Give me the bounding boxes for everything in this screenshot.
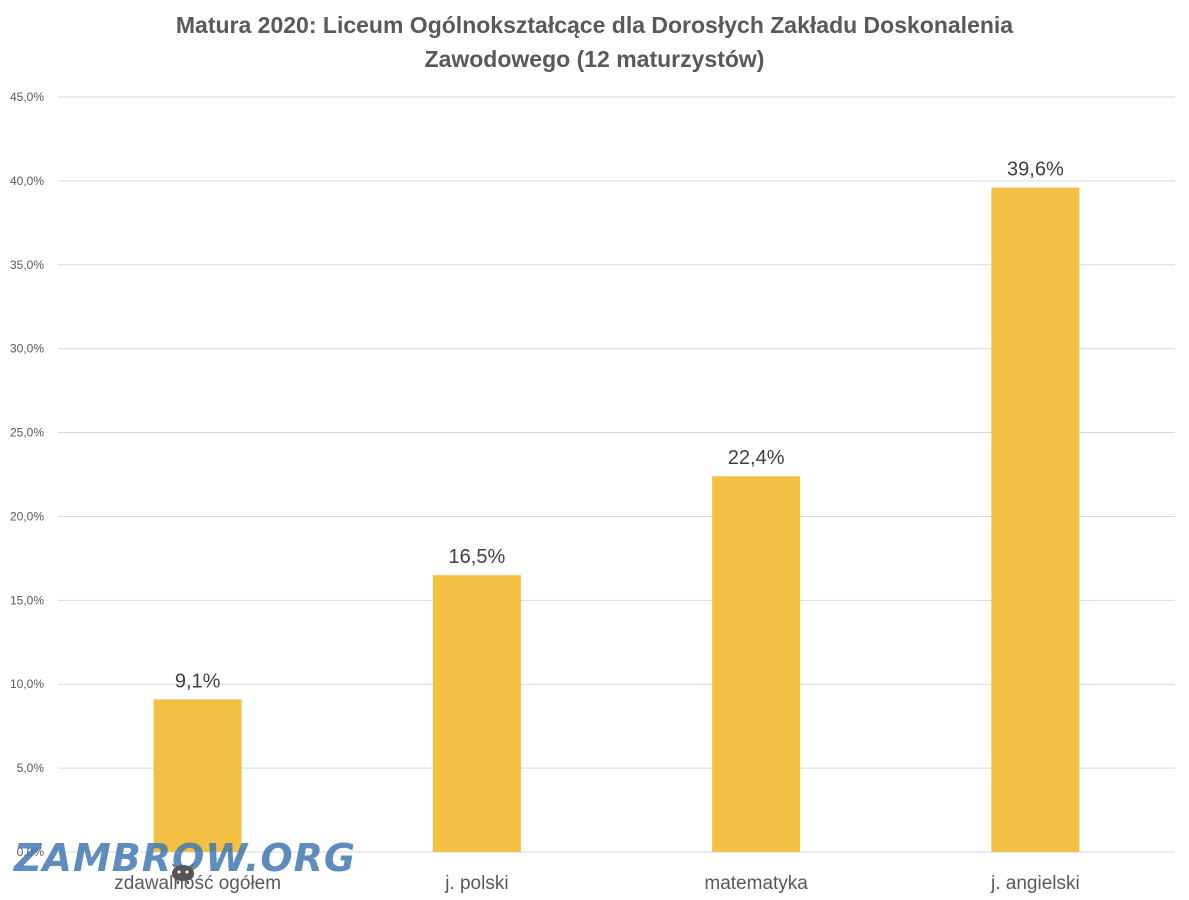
data-label: 16,5% bbox=[449, 546, 506, 568]
y-axis-ticks: 0,0% 5,0% 10,0% 15,0% 20,0% 25,0% 30,0% 35,0% 40… bbox=[10, 90, 44, 859]
data-label: 9,1% bbox=[175, 670, 221, 692]
x-category-label: matematyka bbox=[704, 873, 808, 894]
x-category-label: j. polski bbox=[444, 873, 508, 894]
data-labels: 9,1% 16,5% 22,4% 39,6% bbox=[175, 159, 1064, 693]
chart-title-line-1: Matura 2020: Liceum Ogólnokształcące dla… bbox=[175, 12, 1014, 38]
y-tick-label: 40,0% bbox=[10, 174, 44, 188]
bar bbox=[712, 476, 801, 852]
bar bbox=[432, 575, 521, 852]
chart-title: Matura 2020: Liceum Ogólnokształcące dla… bbox=[0, 8, 1189, 76]
bars bbox=[153, 187, 1080, 853]
x-category-label: zdawalność ogółem bbox=[114, 873, 281, 894]
bar bbox=[153, 699, 242, 852]
y-tick-label: 0,0% bbox=[17, 845, 45, 859]
y-tick-label: 15,0% bbox=[10, 593, 44, 607]
y-tick-label: 35,0% bbox=[10, 258, 44, 272]
data-label: 22,4% bbox=[728, 447, 785, 469]
data-label: 39,6% bbox=[1007, 159, 1064, 181]
y-tick-label: 5,0% bbox=[17, 761, 45, 775]
gridlines bbox=[58, 96, 1175, 853]
bar bbox=[991, 187, 1080, 853]
x-category-label: j. angielski bbox=[990, 873, 1080, 894]
y-tick-label: 20,0% bbox=[10, 509, 44, 523]
y-tick-label: 45,0% bbox=[10, 90, 44, 104]
chart-title-line-2: Zawodowego (12 maturzystów) bbox=[424, 46, 765, 72]
y-tick-label: 30,0% bbox=[10, 342, 44, 356]
x-axis-categories: zdawalność ogółem j. polski matematyka j. a… bbox=[114, 873, 1080, 894]
y-tick-label: 25,0% bbox=[10, 426, 44, 440]
y-tick-label: 10,0% bbox=[10, 677, 44, 691]
